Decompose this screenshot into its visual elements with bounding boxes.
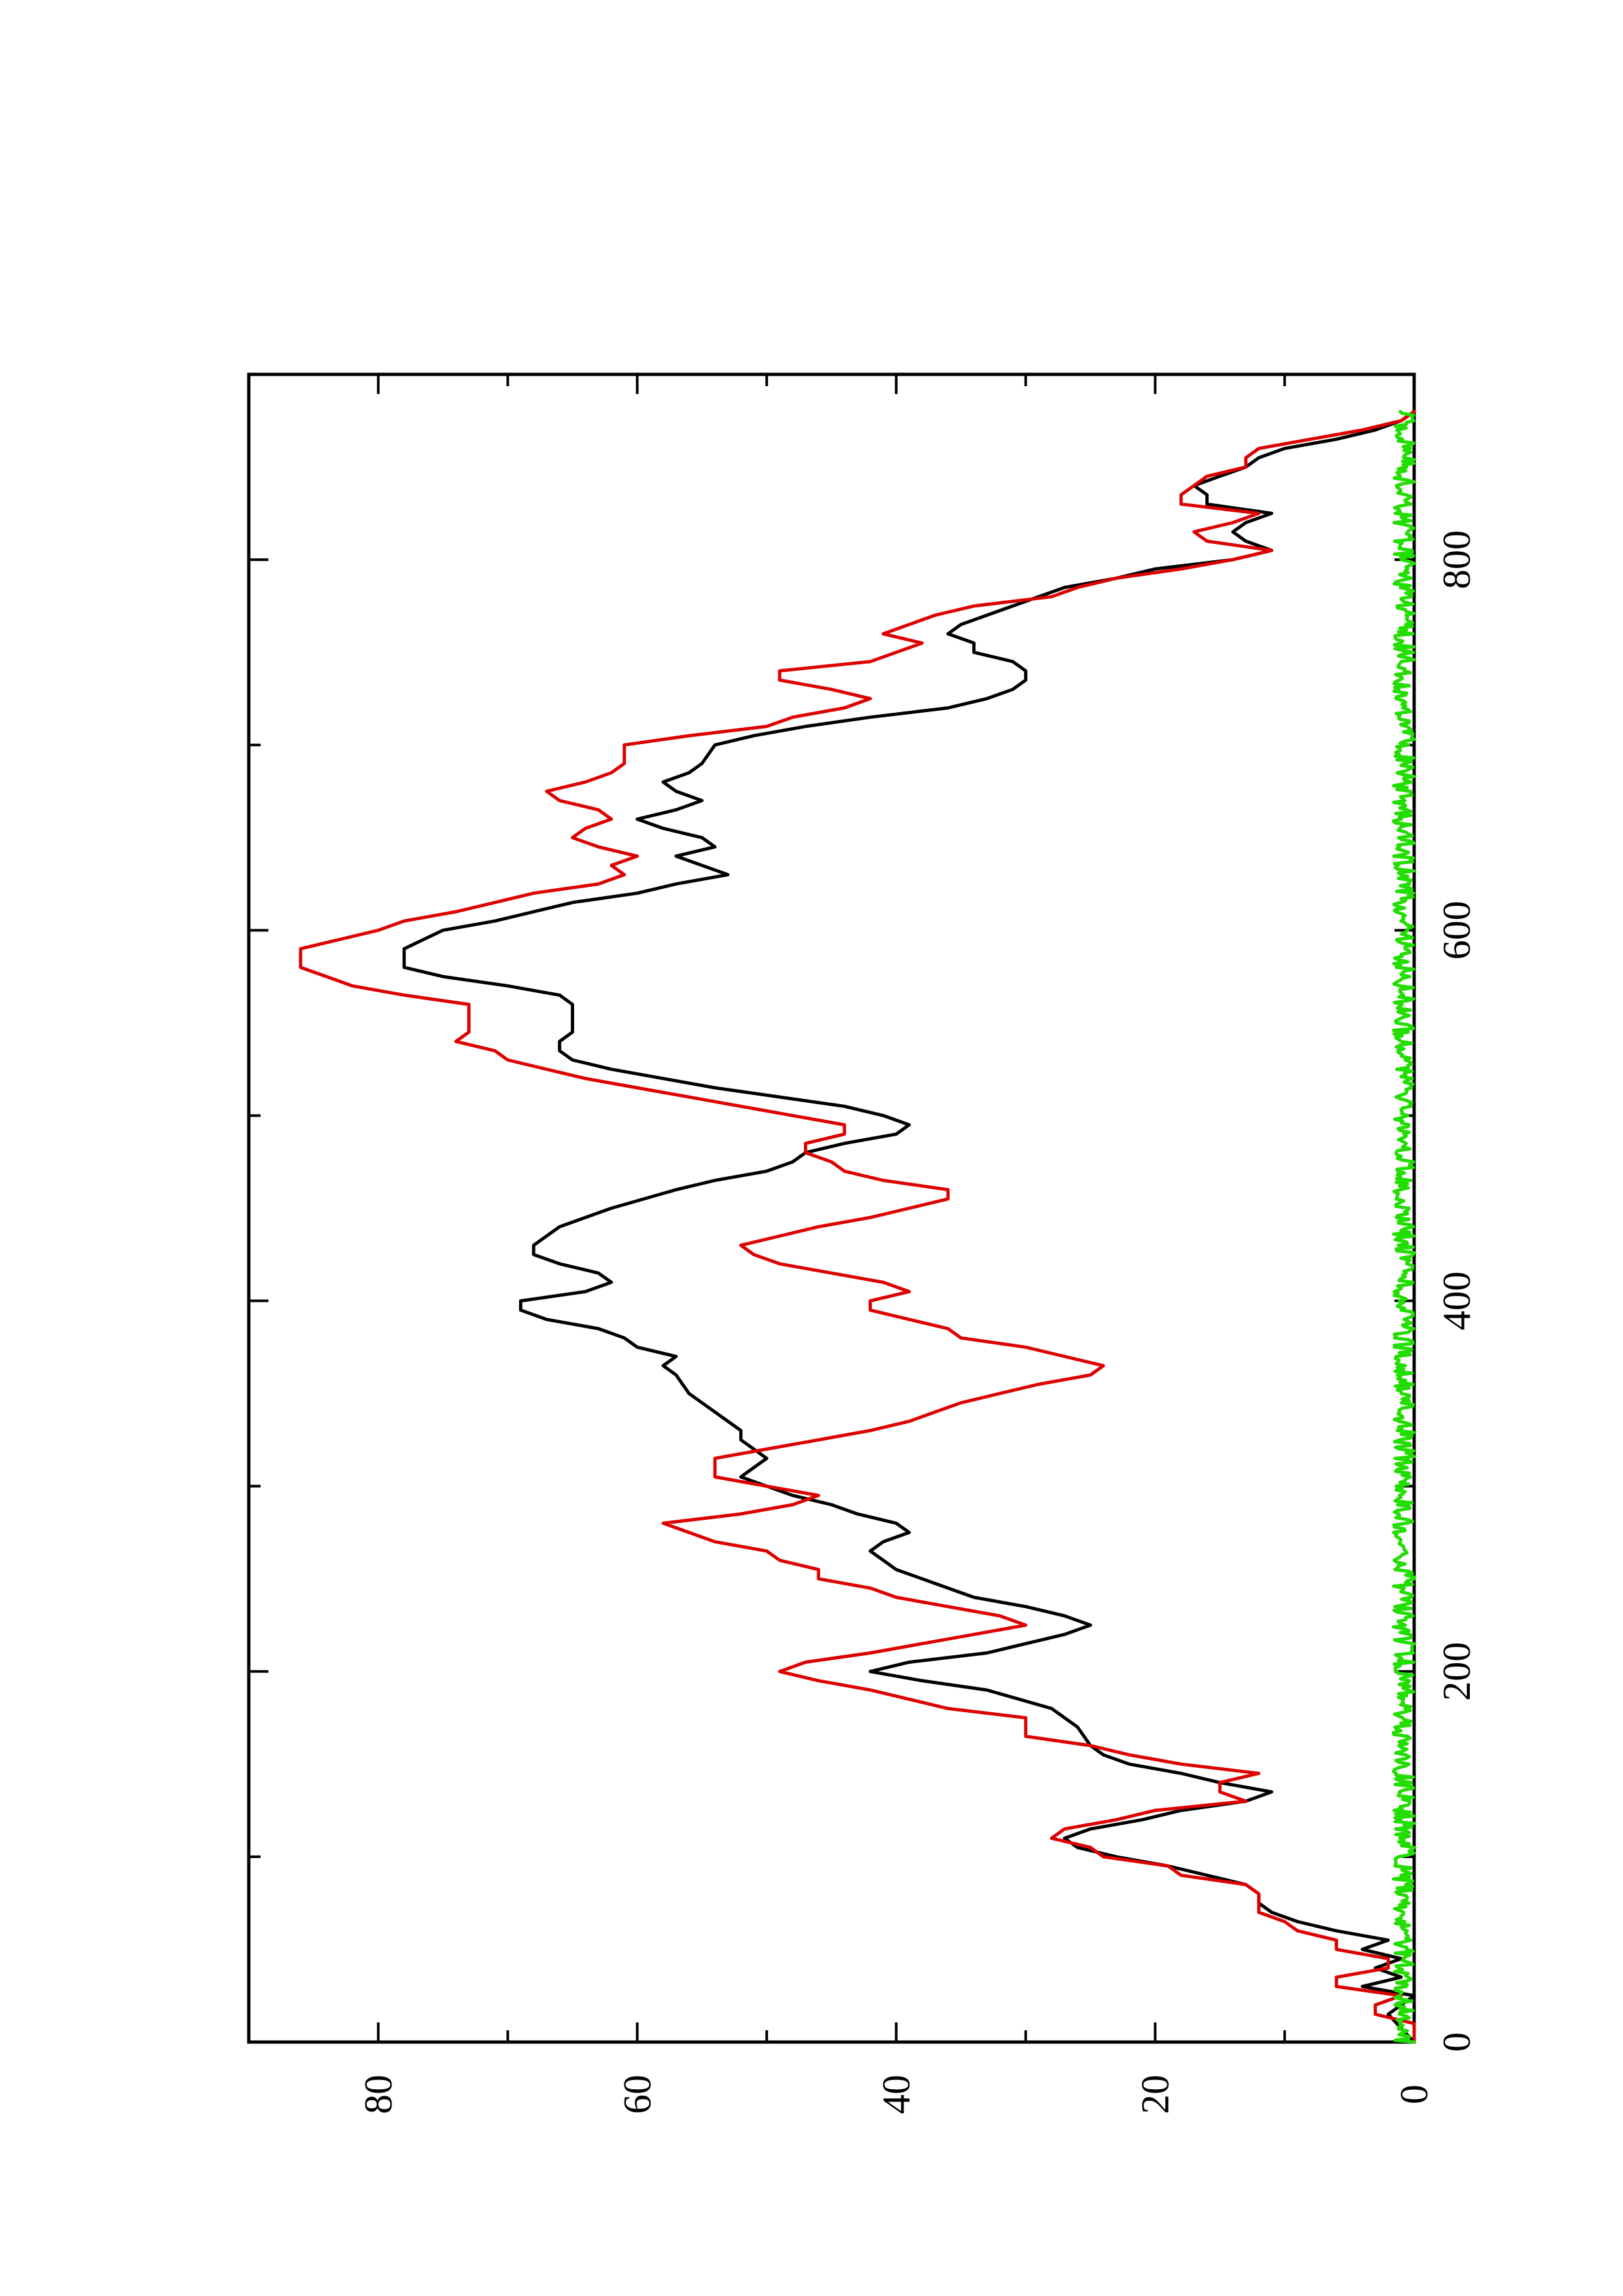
- plot-frame: [247, 372, 1416, 2044]
- tick-labels: 0 200 400 600 800 0 20 40 60 80: [357, 530, 1478, 2114]
- series-line-1: [402, 410, 1416, 2044]
- series-line-2: [299, 410, 1416, 2044]
- x-tick-label: 200: [1435, 1642, 1478, 1701]
- y-tick-label: 80: [357, 2075, 400, 2114]
- data-series: [299, 410, 1416, 2044]
- axis-ticks: [249, 374, 1415, 2043]
- x-tick-label: 400: [1435, 1272, 1478, 1331]
- y-tick-label: 0: [1393, 2085, 1436, 2104]
- x-tick-label: 0: [1435, 2032, 1478, 2052]
- x-tick-label: 600: [1435, 901, 1478, 960]
- y-tick-label: 20: [1133, 2075, 1176, 2114]
- y-tick-label: 60: [615, 2075, 659, 2114]
- series-line-3: [1391, 410, 1416, 2044]
- y-tick-label: 40: [875, 2075, 918, 2114]
- x-tick-label: 800: [1435, 530, 1478, 589]
